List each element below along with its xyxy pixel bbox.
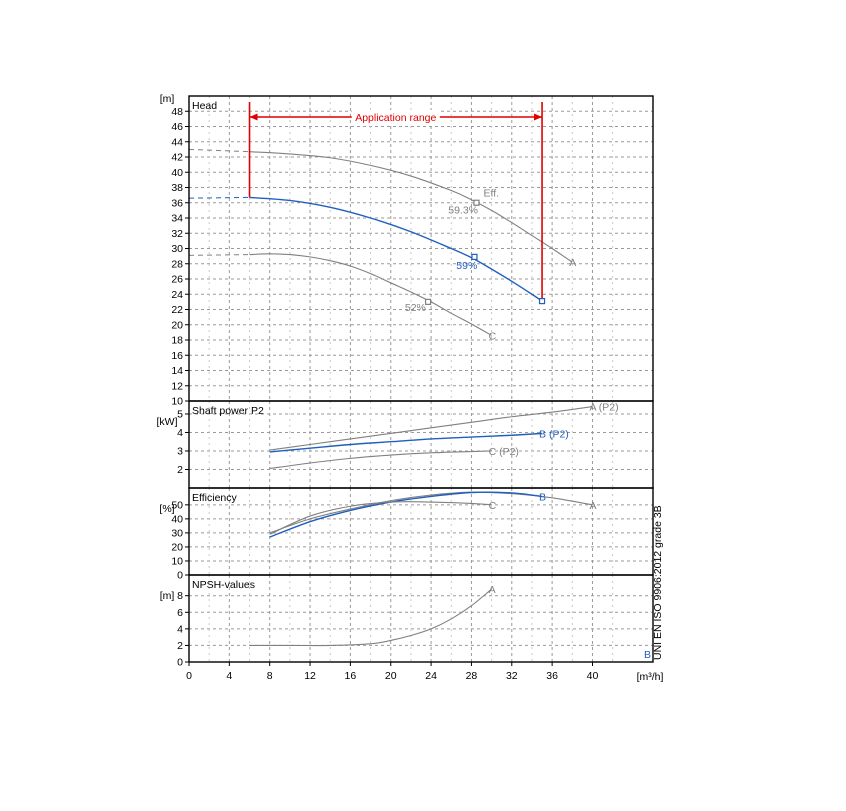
curve-annotation: 59.3% — [448, 204, 478, 216]
panel-title: Efficiency — [192, 492, 237, 504]
x-tick-label: 24 — [425, 670, 437, 682]
series-end-label: C — [489, 500, 497, 512]
y-tick-label: 32 — [171, 228, 183, 240]
y-tick-label: 20 — [171, 541, 183, 553]
y-tick-label: 18 — [171, 335, 183, 347]
curve-c-dashed — [188, 254, 250, 256]
y-tick-label: 48 — [171, 106, 183, 118]
x-tick-label: 32 — [506, 670, 518, 682]
application-range-arrowhead-right — [534, 113, 543, 121]
y-tick-label: 5 — [177, 408, 183, 420]
curve-c — [269, 501, 492, 535]
y-tick-label: 30 — [171, 243, 183, 255]
curve-a-dashed — [188, 148, 250, 153]
panel-frame — [188, 574, 654, 663]
y-tick-label: 6 — [177, 607, 183, 619]
application-range-label: Application range — [355, 112, 436, 124]
y-tick-label: 10 — [171, 555, 183, 567]
y-tick-label: 4 — [177, 623, 183, 635]
panel-title: Head — [192, 100, 217, 112]
y-tick-label: 20 — [171, 319, 183, 331]
x-tick-label: 8 — [267, 670, 273, 682]
frame-layer — [185, 95, 654, 666]
standard-side-note: UNI EN ISO 9906:2012 grade 3B — [652, 505, 664, 660]
y-tick-label: 8 — [177, 590, 183, 602]
label-layer: 1012141618202224262830323436384042444648… — [157, 93, 665, 683]
y-tick-label: 2 — [177, 464, 183, 476]
curve-c-p2- — [269, 450, 492, 470]
series-end-label: C — [489, 330, 497, 342]
panel-frame — [188, 95, 654, 402]
y-tick-label: 0 — [177, 657, 183, 669]
y-tick-label: 26 — [171, 274, 183, 286]
duty-point-marker — [473, 199, 480, 206]
panel-frame — [188, 487, 654, 576]
y-tick-label: 16 — [171, 350, 183, 362]
y-tick-label: 34 — [171, 213, 183, 225]
x-tick-label: 36 — [546, 670, 558, 682]
curve-b — [269, 491, 543, 538]
panel-unit: [%] — [159, 503, 174, 515]
curve-b — [249, 196, 543, 302]
y-tick-label: 28 — [171, 258, 183, 270]
panel-title: Shaft power P2 — [192, 405, 264, 417]
y-tick-label: 40 — [171, 167, 183, 179]
curve-a-p2- — [269, 406, 593, 451]
curve-a — [249, 588, 492, 647]
curve-annotation: 52% — [405, 302, 426, 314]
y-tick-label: 0 — [177, 570, 183, 582]
npsh-b-label: B — [644, 649, 651, 661]
x-tick-label: 4 — [226, 670, 232, 682]
y-tick-label: 50 — [171, 499, 183, 511]
panel-title: NPSH-values — [192, 579, 255, 591]
application-range-label-bg — [351, 110, 440, 123]
grid-layer — [188, 96, 653, 663]
x-tick-label: 20 — [385, 670, 397, 682]
y-tick-label: 22 — [171, 304, 183, 316]
y-tick-label: 38 — [171, 182, 183, 194]
series-end-label: C (P2) — [489, 446, 519, 458]
curve-a — [249, 151, 573, 263]
x-tick-label: 12 — [304, 670, 316, 682]
x-tick-label: 0 — [186, 670, 192, 682]
y-tick-label: 3 — [177, 445, 183, 457]
series-end-label: B — [539, 491, 546, 503]
series-end-label: A — [489, 584, 496, 596]
x-tick-label: 28 — [466, 670, 478, 682]
y-tick-label: 10 — [171, 396, 183, 408]
y-tick-label: 2 — [177, 640, 183, 652]
y-tick-label: 14 — [171, 365, 183, 377]
curve-annotation: Eff. — [484, 188, 500, 200]
y-tick-label: 44 — [171, 136, 183, 148]
panel-unit: [kW] — [157, 416, 178, 428]
y-tick-label: 46 — [171, 121, 183, 133]
series-end-label: A — [589, 500, 596, 512]
y-tick-label: 12 — [171, 380, 183, 392]
duty-point-marker — [424, 298, 432, 305]
curve-b-p2- — [269, 432, 543, 453]
curve-annotation: 59% — [456, 260, 477, 272]
panel-unit: [m] — [160, 93, 175, 105]
panel-unit: [m] — [160, 590, 175, 602]
y-tick-label: 30 — [171, 527, 183, 539]
duty-point-marker — [538, 298, 546, 305]
x-tick-label: 16 — [345, 670, 357, 682]
duty-point-marker — [471, 253, 478, 260]
x-axis-unit: [m³/h] — [637, 671, 664, 683]
application-range-arrowhead-left — [249, 113, 258, 121]
series-end-label: A — [569, 257, 576, 269]
y-tick-label: 40 — [171, 513, 183, 525]
y-tick-label: 36 — [171, 197, 183, 209]
curve-b-dashed — [188, 196, 250, 199]
y-tick-label: 24 — [171, 289, 183, 301]
curve-c — [249, 253, 492, 336]
series-end-label: A (P2) — [589, 402, 618, 414]
series-end-label: B (P2) — [539, 428, 569, 440]
y-tick-label: 4 — [177, 427, 183, 439]
y-tick-label: 42 — [171, 152, 183, 164]
x-tick-label: 40 — [587, 670, 599, 682]
